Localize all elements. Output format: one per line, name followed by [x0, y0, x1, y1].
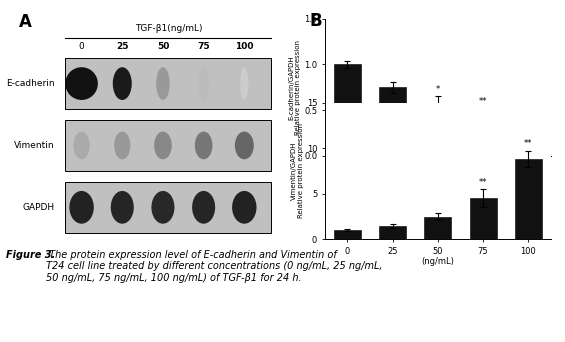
Bar [379, 87, 406, 156]
Ellipse shape [195, 132, 212, 159]
Bar [470, 113, 497, 156]
Text: TGF-β1(ng/mL): TGF-β1(ng/mL) [134, 24, 202, 33]
Y-axis label: E-cadherin/GAPDH
Relative protein expression: E-cadherin/GAPDH Relative protein expres… [288, 40, 301, 135]
Bar [424, 216, 451, 239]
Text: 100: 100 [235, 42, 254, 51]
Ellipse shape [232, 191, 257, 224]
X-axis label: (ng/mL): (ng/mL) [421, 174, 454, 183]
Bar [379, 226, 406, 239]
Bar [334, 230, 361, 239]
Text: Figure 3.: Figure 3. [6, 250, 55, 260]
Y-axis label: Vimentin/GAPDH
Relative protein expression: Vimentin/GAPDH Relative protein expressi… [291, 123, 304, 219]
X-axis label: (ng/mL): (ng/mL) [421, 258, 454, 266]
Text: GAPDH: GAPDH [23, 203, 54, 212]
Text: **: ** [524, 119, 533, 128]
Ellipse shape [235, 132, 254, 159]
Text: **: ** [479, 177, 488, 186]
Bar [334, 64, 361, 156]
Ellipse shape [154, 132, 172, 159]
Text: E-cadherin: E-cadherin [6, 79, 54, 88]
Text: 50: 50 [157, 42, 169, 51]
Text: B: B [310, 12, 322, 30]
Text: The protein expression level of E-cadherin and Vimentin of
T24 cell line treated: The protein expression level of E-cadher… [46, 250, 383, 283]
Ellipse shape [198, 67, 209, 100]
Ellipse shape [111, 191, 134, 224]
Bar [66, 120, 271, 171]
Bar [515, 135, 542, 156]
Ellipse shape [69, 191, 94, 224]
Text: *: * [436, 84, 440, 94]
Bar [470, 198, 497, 239]
Ellipse shape [156, 67, 170, 100]
Ellipse shape [151, 191, 175, 224]
Text: 25: 25 [116, 42, 128, 51]
Ellipse shape [66, 67, 98, 100]
Bar [515, 159, 542, 239]
Text: Vimentin: Vimentin [14, 141, 54, 150]
Bar [66, 58, 271, 109]
Ellipse shape [192, 191, 215, 224]
Ellipse shape [114, 132, 131, 159]
Bar [66, 182, 271, 233]
Bar [424, 103, 451, 156]
Text: **: ** [524, 139, 533, 148]
Text: 0: 0 [79, 42, 84, 51]
Ellipse shape [240, 67, 249, 100]
Text: **: ** [479, 97, 488, 106]
Text: 75: 75 [197, 42, 210, 51]
Text: A: A [19, 13, 32, 30]
Ellipse shape [73, 132, 90, 159]
Ellipse shape [113, 67, 132, 100]
